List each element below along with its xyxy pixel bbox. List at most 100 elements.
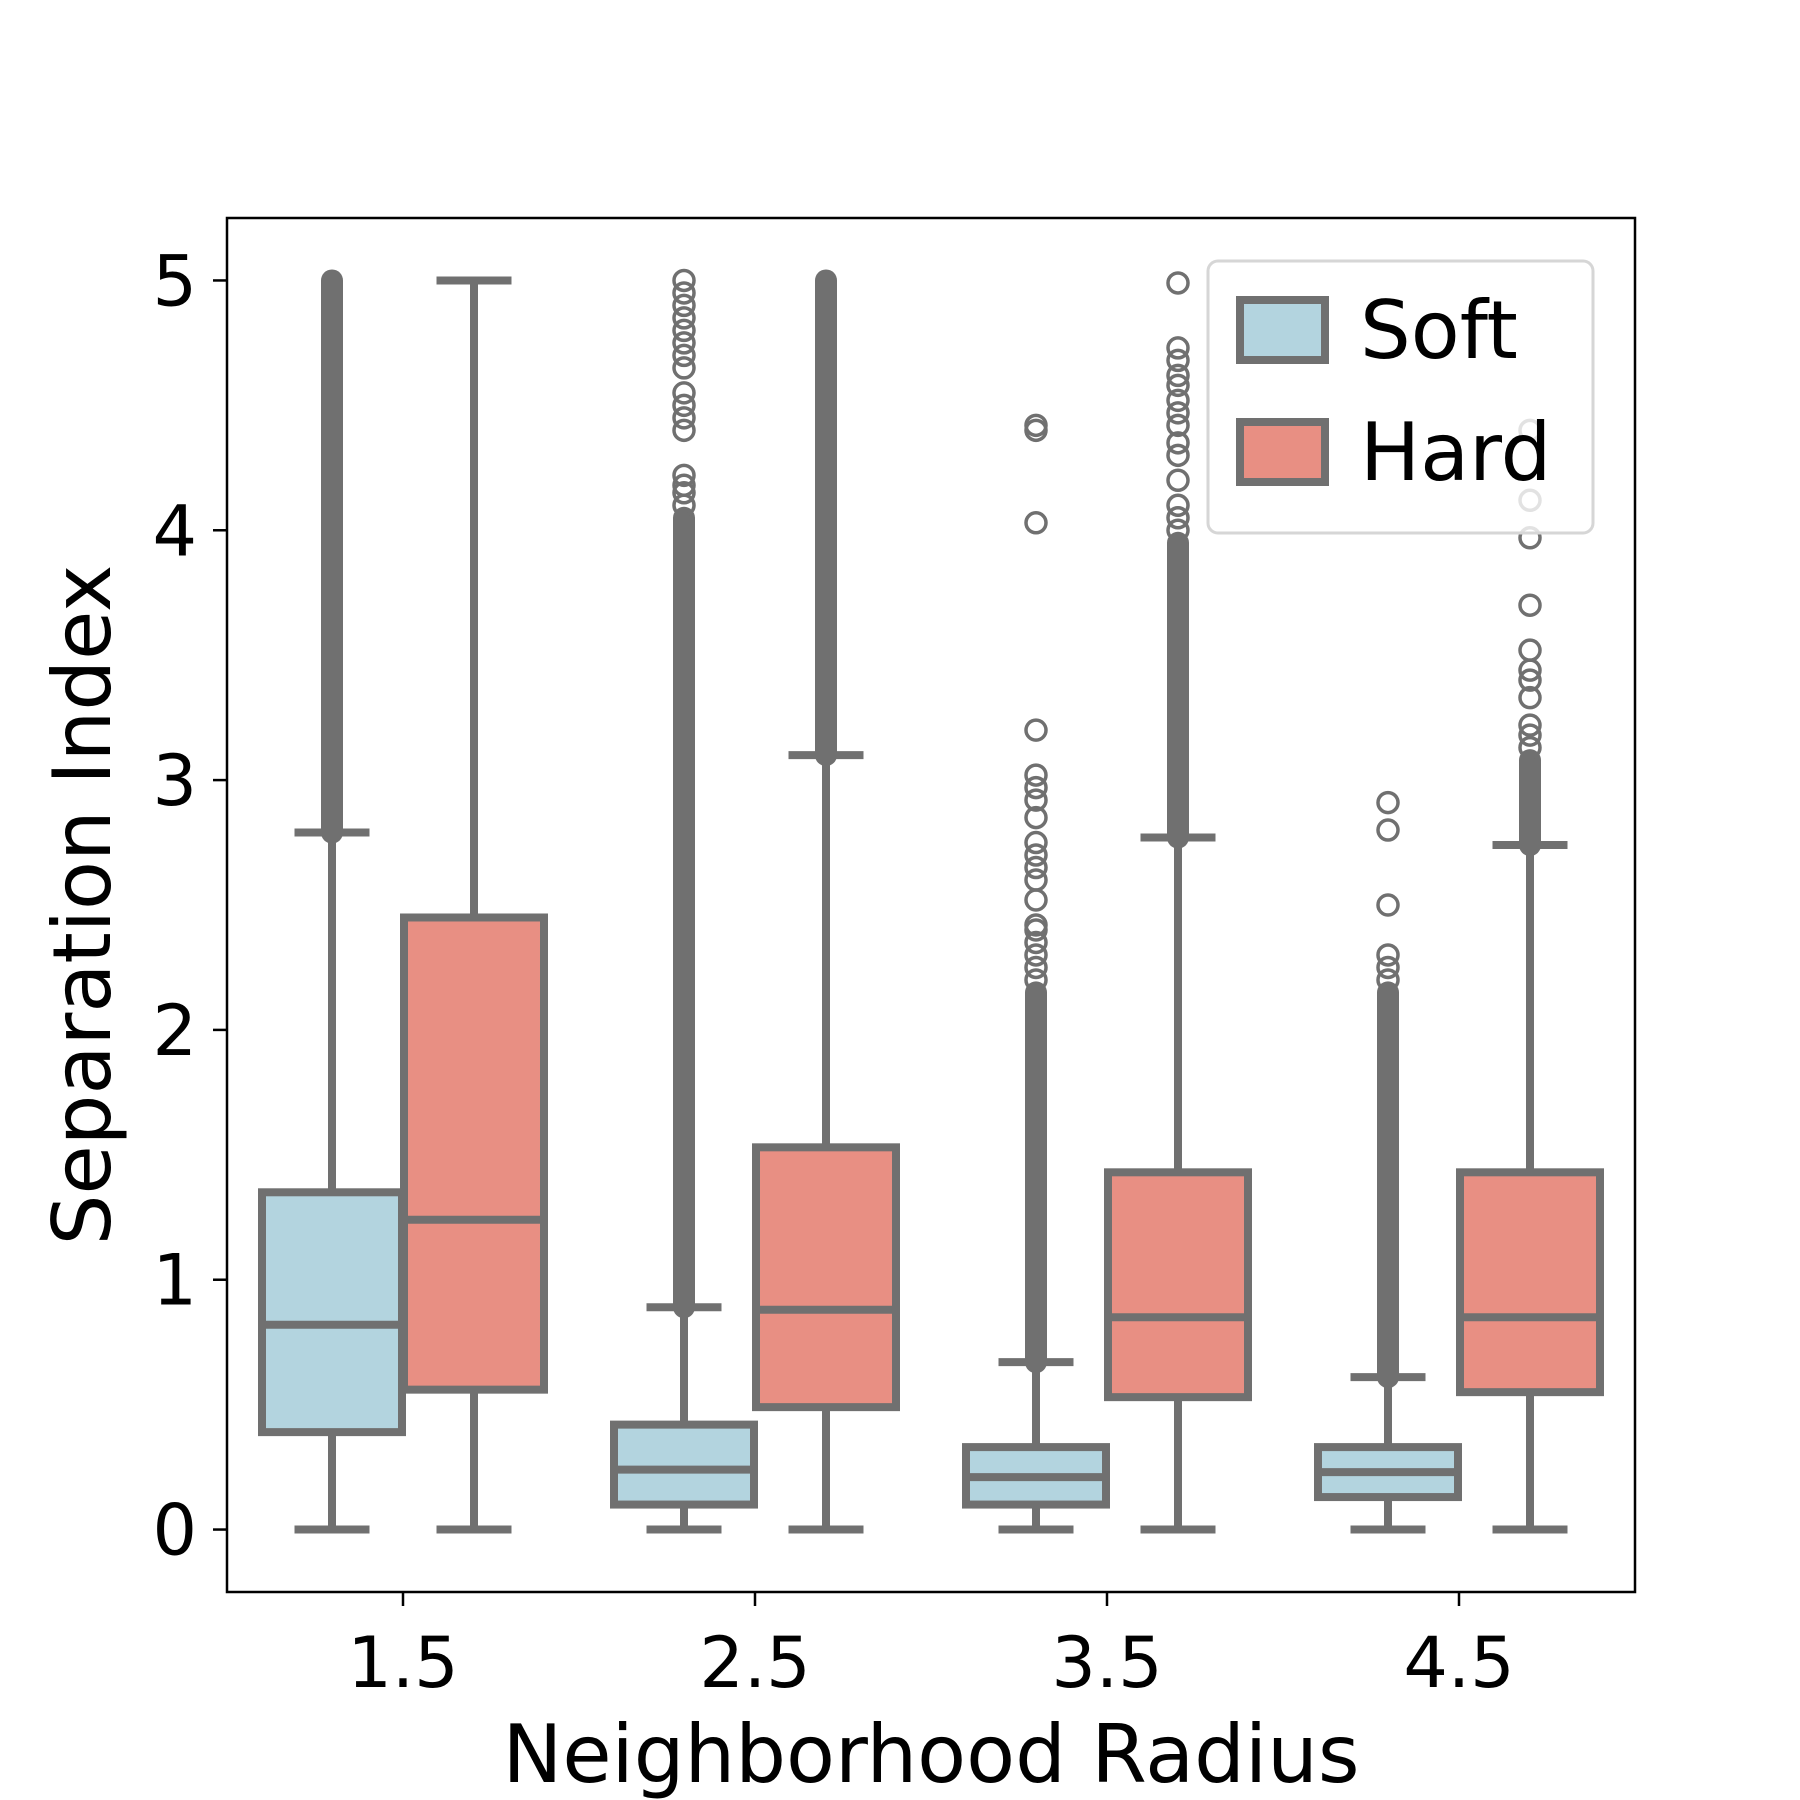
hard-outlier-point (1166, 373, 1190, 398)
soft-outlier-point (1376, 955, 1400, 980)
y-tick-label: 1 (152, 1240, 197, 1322)
soft-outlier-point (672, 463, 696, 488)
soft-outlier-point (672, 481, 696, 505)
soft-outlier-point (1024, 843, 1048, 867)
soft-outlier-point (1024, 955, 1048, 980)
soft-outlier-point (672, 356, 696, 380)
hard-outlier-point (1166, 443, 1190, 468)
soft-outlier-point (672, 281, 696, 305)
x-axis-label: Neighborhood Radius (502, 1708, 1359, 1800)
soft-outlier-band (673, 506, 695, 1319)
hard-outlier-point (1518, 713, 1542, 737)
soft-outlier-point (1024, 830, 1048, 855)
soft-outlier-band (1025, 981, 1047, 1374)
soft-outlier-point (1024, 413, 1048, 438)
soft-outlier-point (1376, 968, 1400, 992)
soft-outlier-point (672, 393, 696, 418)
soft-outlier-band (1377, 981, 1399, 1389)
legend-label-soft: Soft (1360, 284, 1518, 377)
soft-outlier-point (672, 343, 696, 368)
soft-outlier-point (1024, 968, 1048, 992)
hard-outlier-point (1166, 348, 1190, 373)
y-tick-label: 3 (152, 740, 197, 822)
hard-box-2 (752, 269, 900, 1534)
hard-box-1 (400, 276, 548, 1534)
axes-frame (225, 216, 1637, 1594)
soft-box-2 (610, 268, 758, 1534)
soft-outlier-point (672, 406, 696, 430)
x-tick-label: 4.5 (1403, 1622, 1514, 1704)
hard-outlier-band (1167, 531, 1189, 849)
soft-outlier-point (672, 473, 696, 498)
soft-outlier-point (1376, 893, 1400, 917)
x-axis: 1.5 2.5 3.5 4.5 (347, 1592, 1515, 1704)
hard-outlier-point (1166, 468, 1190, 493)
soft-outlier-point (672, 293, 696, 318)
soft-outlier-point (1024, 805, 1048, 830)
soft-outlier-point (1024, 913, 1048, 937)
soft-box-1 (258, 269, 406, 1534)
soft-box-3 (962, 413, 1110, 1534)
soft-outlier-point (1024, 788, 1048, 812)
soft-outlier-point (1376, 818, 1400, 842)
legend: Soft Hard (1206, 259, 1595, 535)
soft-outlier-point (672, 306, 696, 330)
hard-outlier-point (1518, 723, 1542, 747)
hard-outlier-point (1166, 518, 1190, 543)
x-tick-label: 1.5 (347, 1622, 458, 1704)
soft-outlier-point (1024, 855, 1048, 880)
hard-outlier-point (1518, 685, 1542, 710)
hard-outlier-point (1166, 388, 1190, 413)
hard-outlier-point (1166, 336, 1190, 360)
soft-box-4 (1314, 790, 1462, 1534)
hard-outlier-point (1166, 506, 1190, 530)
plot-area (258, 268, 1604, 1534)
x-tick-label: 2.5 (699, 1622, 810, 1704)
hard-outlier-point (1166, 413, 1190, 438)
hard-box-iqr (400, 913, 548, 1394)
soft-outlier-point (672, 318, 696, 343)
y-axis-label: Separation Index (36, 565, 129, 1246)
hard-outlier-point (1518, 593, 1542, 617)
y-tick-label: 4 (152, 490, 197, 572)
y-tick-label: 5 (152, 240, 197, 322)
hard-box-4 (1456, 418, 1604, 1534)
y-axis: 0 1 2 3 4 5 (152, 240, 227, 1572)
soft-outlier-point (672, 331, 696, 355)
y-tick-label: 2 (152, 990, 197, 1072)
soft-box-iqr (258, 1188, 406, 1437)
soft-outlier-point (672, 268, 696, 293)
soft-outlier-point (672, 418, 696, 443)
soft-outlier-point (1024, 763, 1048, 787)
legend-swatch-hard (1236, 418, 1329, 486)
hard-outlier-band (1519, 749, 1541, 857)
soft-outlier-point (1024, 868, 1048, 892)
soft-outlier-point (1024, 888, 1048, 912)
hard-outlier-band (815, 269, 837, 767)
hard-outlier-point (1166, 493, 1190, 518)
hard-box-iqr (1104, 1168, 1252, 1402)
hard-box-iqr (1456, 1168, 1604, 1397)
soft-outlier-point (1024, 718, 1048, 742)
soft-outlier-point (1376, 943, 1400, 967)
hard-outlier-point (1166, 271, 1190, 295)
soft-outlier-point (672, 381, 696, 405)
soft-outlier-point (1024, 511, 1048, 535)
hard-outlier-point (1518, 668, 1542, 692)
hard-outlier-point (1166, 401, 1190, 425)
x-tick-label: 3.5 (1051, 1622, 1162, 1704)
soft-outlier-point (1376, 790, 1400, 815)
soft-box-iqr (610, 1420, 758, 1509)
hard-box-3 (1104, 271, 1252, 1534)
legend-label-hard: Hard (1360, 406, 1551, 499)
legend-swatch-soft (1236, 296, 1329, 364)
soft-outlier-point (1024, 930, 1048, 955)
hard-outlier-point (1518, 638, 1542, 662)
soft-outlier-point (1024, 943, 1048, 967)
hard-box-iqr (752, 1143, 900, 1412)
y-tick-label: 0 (152, 1490, 197, 1572)
soft-outlier-point (1024, 775, 1048, 800)
hard-outlier-point (1518, 735, 1542, 760)
soft-outlier-band (321, 269, 343, 844)
